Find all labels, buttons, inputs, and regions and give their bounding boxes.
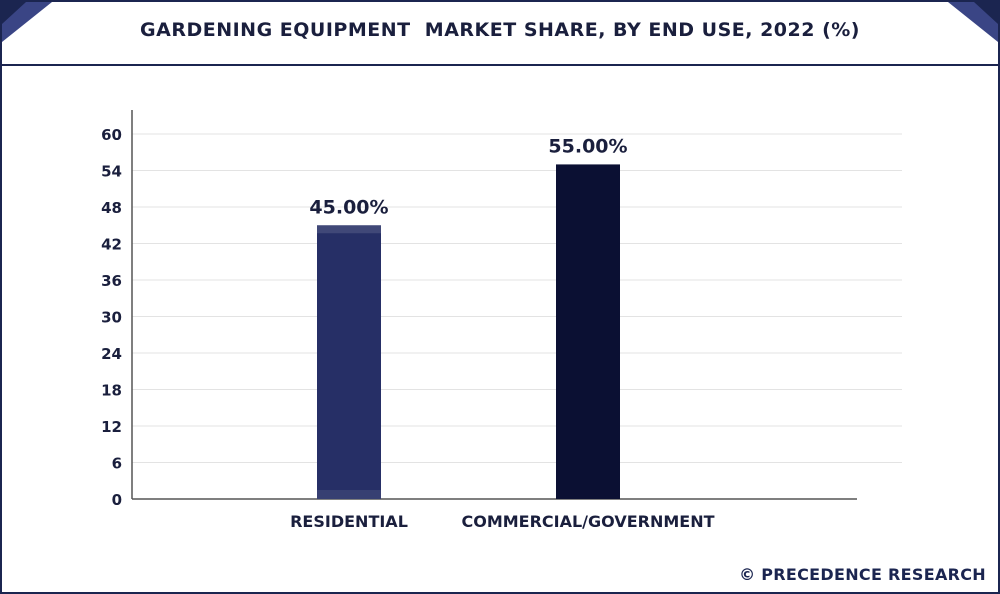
brand-credit: © PRECEDENCE RESEARCH <box>739 565 986 584</box>
title-banner: GARDENING EQUIPMENT MARKET SHARE, BY END… <box>2 2 998 66</box>
left-corner-decoration <box>2 2 52 42</box>
y-tick-label: 12 <box>101 418 122 436</box>
y-tick-label: 24 <box>101 345 122 363</box>
y-tick-label: 6 <box>112 455 122 473</box>
x-category-label: COMMERCIAL/GOVERNMENT <box>461 512 714 531</box>
x-category-label: RESIDENTIAL <box>290 512 408 531</box>
chart-title: GARDENING EQUIPMENT MARKET SHARE, BY END… <box>140 19 860 41</box>
data-label: 45.00% <box>309 196 388 218</box>
y-tick-label: 30 <box>101 309 122 327</box>
data-label: 55.00% <box>548 135 627 157</box>
y-tick-label: 36 <box>101 272 122 290</box>
bar-commercial-government <box>556 164 620 499</box>
bar-residential <box>317 225 381 499</box>
y-tick-label: 18 <box>101 382 122 400</box>
y-tick-label: 42 <box>101 236 122 254</box>
bar-highlight <box>317 490 381 499</box>
y-tick-label: 54 <box>101 163 122 181</box>
bar-highlight <box>317 225 381 234</box>
y-tick-label: 48 <box>101 199 122 217</box>
y-tick-label: 0 <box>112 491 122 509</box>
right-corner-decoration <box>948 2 998 42</box>
y-tick-label: 60 <box>101 126 122 144</box>
